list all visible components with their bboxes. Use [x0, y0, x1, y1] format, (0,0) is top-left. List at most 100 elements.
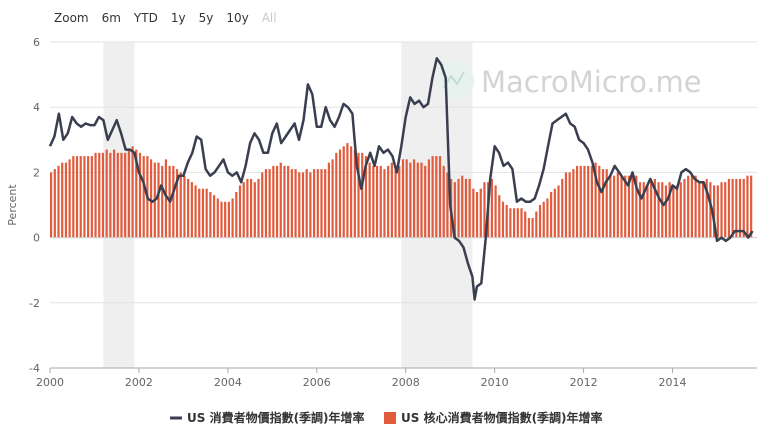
y-axis-label: Percent: [6, 184, 19, 226]
core-cpi-bar: [105, 149, 108, 238]
core-cpi-bar: [550, 191, 553, 238]
core-cpi-bar: [283, 165, 286, 238]
zoom-10y-button[interactable]: 10y: [226, 11, 249, 25]
core-cpi-bar: [53, 169, 56, 238]
core-cpi-bar: [150, 159, 153, 238]
core-cpi-bar: [183, 175, 186, 238]
core-cpi-bar: [209, 191, 212, 238]
core-cpi-bar: [68, 159, 71, 238]
core-cpi-bar: [224, 201, 227, 238]
core-cpi-bar: [112, 149, 116, 238]
core-cpi-bar: [568, 172, 571, 238]
x-tick-label: 2002: [125, 376, 153, 389]
core-cpi-bar: [557, 185, 560, 238]
core-cpi-bar: [190, 182, 193, 238]
watermark-text: MacroMicro.me: [481, 65, 702, 99]
core-cpi-bar: [179, 172, 182, 238]
core-cpi-bar: [316, 169, 319, 238]
core-cpi-bar: [420, 162, 423, 238]
x-tick-label: 2000: [36, 376, 64, 389]
core-cpi-bar: [720, 182, 723, 238]
core-cpi-bar: [646, 185, 649, 238]
core-cpi-bar: [131, 146, 134, 238]
zoom-selector: Zoom 6m YTD 1y 5y 10y All: [54, 9, 290, 27]
core-cpi-bar: [205, 188, 208, 238]
core-cpi-bar: [694, 175, 697, 238]
core-cpi-bar: [613, 175, 616, 238]
core-cpi-bar: [561, 178, 564, 238]
core-cpi-bar: [220, 201, 223, 238]
y-tick-label: -4: [29, 362, 40, 375]
legend-item-cpi[interactable]: US 消費者物價指數(季調)年增率: [170, 410, 365, 425]
zoom-1y-button[interactable]: 1y: [170, 11, 186, 25]
core-cpi-bar: [120, 152, 123, 238]
core-cpi-bar: [579, 165, 582, 238]
core-cpi-bar: [61, 162, 64, 238]
core-cpi-bar: [198, 188, 201, 238]
core-cpi-bar: [383, 169, 386, 238]
core-cpi-bar: [453, 182, 456, 238]
core-cpi-bar: [364, 156, 368, 238]
core-cpi-bar: [324, 169, 327, 238]
core-cpi-bar: [427, 159, 431, 238]
core-cpi-bar: [135, 149, 138, 238]
core-cpi-bar: [527, 218, 531, 238]
core-cpi-bar: [624, 175, 627, 238]
core-cpi-bar: [194, 185, 197, 238]
core-cpi-bar: [731, 178, 734, 238]
core-cpi-bar: [409, 162, 412, 238]
core-cpi-bar: [305, 169, 308, 238]
core-cpi-bar: [124, 152, 127, 238]
core-cpi-bar: [457, 178, 460, 238]
core-cpi-bar: [727, 178, 731, 238]
core-cpi-bar: [572, 169, 575, 238]
core-cpi-bar: [75, 156, 79, 238]
core-cpi-bar: [264, 169, 268, 238]
core-cpi-bar: [416, 162, 419, 238]
y-tick-label: -2: [29, 297, 40, 310]
core-cpi-bar: [524, 211, 527, 238]
core-cpi-bar: [590, 165, 593, 238]
core-cpi-bar: [479, 188, 482, 238]
core-cpi-bar: [542, 201, 545, 238]
core-cpi-bar: [468, 178, 471, 238]
core-cpi-bar: [138, 152, 142, 238]
core-cpi-bar: [653, 178, 656, 238]
core-cpi-bar: [672, 185, 675, 238]
core-cpi-bar: [609, 175, 612, 238]
core-cpi-bar: [738, 178, 742, 238]
legend-item-core-cpi[interactable]: US 核心消費者物價指數(季調)年增率: [384, 410, 603, 425]
core-cpi-bar: [746, 175, 749, 238]
core-cpi-bar: [442, 165, 445, 238]
y-tick-label: 6: [33, 36, 40, 49]
core-cpi-bar: [235, 191, 238, 238]
core-cpi-bar: [142, 156, 145, 238]
core-cpi-bar: [246, 178, 249, 238]
y-tick-label: 0: [33, 232, 40, 245]
core-cpi-bar: [331, 159, 334, 238]
core-cpi-bar: [475, 191, 479, 238]
core-cpi-bar: [357, 152, 360, 238]
cpi-line-series: [48, 57, 754, 301]
zoom-ytd-button[interactable]: YTD: [133, 11, 158, 25]
core-cpi-bar: [601, 169, 605, 238]
core-cpi-bar: [216, 198, 219, 238]
x-tick-label: 2014: [659, 376, 687, 389]
core-cpi-bar: [661, 182, 664, 238]
core-cpi-bar: [175, 169, 179, 238]
core-cpi-bar: [298, 172, 301, 238]
core-cpi-bar: [690, 175, 693, 238]
core-cpi-bar: [657, 182, 660, 238]
core-cpi-bar: [109, 152, 112, 238]
core-cpi-bar: [268, 169, 271, 238]
core-cpi-bar: [290, 169, 293, 238]
core-cpi-bar: [650, 182, 653, 238]
core-cpi-bar: [401, 159, 405, 238]
core-cpi-bar: [390, 162, 393, 238]
core-cpi-bar: [605, 169, 608, 238]
zoom-5y-button[interactable]: 5y: [198, 11, 214, 25]
zoom-6m-button[interactable]: 6m: [101, 11, 121, 25]
core-cpi-bar: [227, 201, 230, 238]
x-tick-label: 2010: [481, 376, 509, 389]
x-tick-label: 2012: [570, 376, 598, 389]
